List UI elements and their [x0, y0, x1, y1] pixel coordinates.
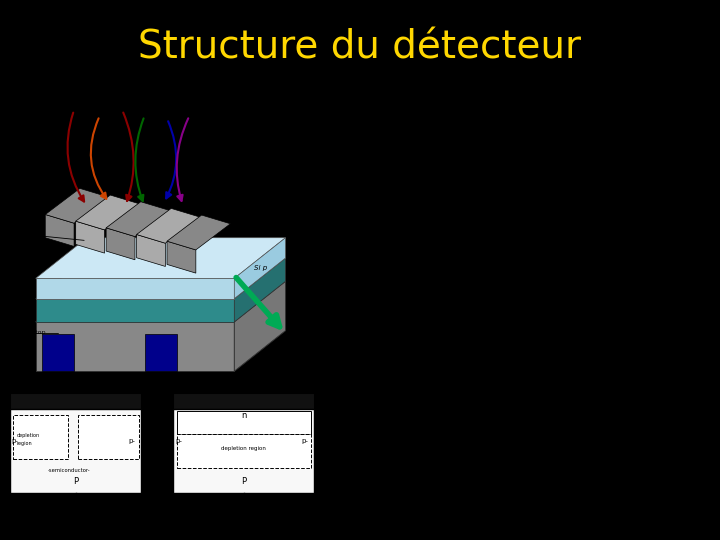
Polygon shape — [167, 215, 230, 250]
Polygon shape — [36, 322, 234, 372]
Polygon shape — [106, 228, 135, 260]
FancyBboxPatch shape — [10, 409, 141, 494]
Polygon shape — [36, 281, 286, 322]
Polygon shape — [45, 214, 74, 246]
Polygon shape — [42, 334, 74, 372]
Text: P: P — [241, 477, 246, 486]
Text: -: - — [242, 377, 246, 390]
Polygon shape — [76, 221, 104, 253]
Polygon shape — [106, 202, 170, 237]
Text: •: • — [350, 450, 364, 470]
Text: +: + — [237, 379, 245, 389]
Text: Structure du détecteur: Structure du détecteur — [138, 29, 582, 66]
Polygon shape — [167, 241, 196, 273]
FancyBboxPatch shape — [176, 434, 311, 468]
Text: SiO₂: SiO₂ — [222, 143, 236, 148]
Polygon shape — [145, 334, 176, 372]
Polygon shape — [137, 208, 200, 243]
Polygon shape — [234, 238, 286, 299]
FancyBboxPatch shape — [10, 393, 141, 409]
Text: Canal enterré (n-channel): Canal enterré (n-channel) — [373, 450, 605, 469]
Text: Pixel: Pixel — [10, 228, 28, 237]
Text: Puits de potentiel: Puits de potentiel — [373, 495, 531, 513]
Text: p-: p- — [129, 438, 135, 444]
Text: +: + — [68, 379, 76, 389]
Text: •: • — [350, 105, 364, 125]
Polygon shape — [76, 195, 139, 230]
Text: p-: p- — [302, 438, 308, 444]
Text: •: • — [350, 402, 364, 422]
Text: Piégeage en surface: Piégeage en surface — [373, 402, 557, 420]
FancyBboxPatch shape — [174, 393, 315, 409]
Text: -semiconductor-: -semiconductor- — [48, 468, 91, 472]
Polygon shape — [36, 299, 234, 322]
Text: Efficacité quantique : 1
photon -> 1 paire e-/h+,
profondeur optique: Efficacité quantique : 1 photon -> 1 pai… — [373, 300, 594, 367]
Text: p-: p- — [175, 438, 182, 444]
Polygon shape — [234, 281, 286, 372]
FancyBboxPatch shape — [13, 415, 68, 459]
Polygon shape — [137, 234, 166, 266]
Text: p-: p- — [12, 438, 19, 444]
Text: •: • — [350, 495, 364, 515]
Text: Surface Channel: Surface Channel — [44, 524, 107, 533]
Polygon shape — [45, 188, 109, 223]
Text: o: o — [238, 387, 243, 393]
Text: Buried Channel: Buried Channel — [215, 524, 274, 533]
Polygon shape — [36, 278, 234, 299]
Text: depletion region: depletion region — [222, 446, 266, 451]
Polygon shape — [36, 258, 286, 299]
Text: Si n: Si n — [228, 169, 241, 175]
Text: region: region — [17, 441, 32, 446]
Polygon shape — [234, 258, 286, 322]
Text: Si p: Si p — [253, 265, 267, 271]
FancyBboxPatch shape — [174, 409, 315, 494]
Text: poly-Si, ITO: poly-Si, ITO — [193, 117, 233, 123]
FancyBboxPatch shape — [78, 415, 139, 459]
Text: o: o — [71, 387, 75, 393]
Text: P: P — [73, 477, 78, 486]
Polygon shape — [36, 238, 286, 278]
Text: •: • — [350, 202, 364, 222]
FancyBboxPatch shape — [176, 410, 311, 434]
Text: Collection de charges dans
la région déplétée d’un
condensateur MOS: Collection de charges dans la région dép… — [373, 202, 616, 270]
Text: Charge-Coupled Device
(Smith et Boyle, prix Nobel
2009): Charge-Coupled Device (Smith et Boyle, p… — [373, 105, 616, 172]
Text: Channel stop
(Si p+): Channel stop (Si p+) — [4, 329, 45, 340]
Text: n: n — [241, 411, 246, 420]
Text: •: • — [350, 300, 364, 320]
Text: depletion: depletion — [17, 433, 40, 438]
